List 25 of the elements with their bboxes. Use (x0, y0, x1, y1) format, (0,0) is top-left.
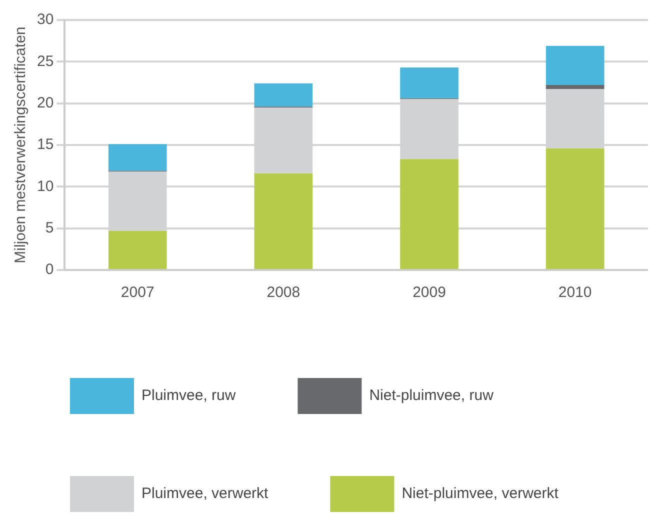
bar (400, 159, 458, 269)
legend-label: Niet-pluimvee, ruw (369, 387, 494, 404)
bar (546, 85, 604, 90)
bar (108, 230, 167, 269)
bar (400, 68, 458, 98)
y-tick-label: 30 (36, 11, 54, 28)
x-tick-label: 2007 (120, 284, 154, 302)
bar (546, 46, 604, 85)
y-tick-label: 0 (45, 261, 54, 278)
legend-label: Pluimvee, ruw (142, 387, 236, 404)
y-tick-label: 10 (36, 178, 54, 195)
x-tick-label: 2009 (412, 284, 446, 302)
bar (254, 83, 313, 107)
y-tick-label: 20 (36, 94, 54, 112)
bar (108, 144, 167, 171)
bar (546, 148, 604, 269)
y-tick-label: 25 (36, 52, 54, 70)
legend-label: Pluimvee, verwerkt (142, 485, 270, 502)
y-tick-label: 15 (36, 136, 54, 154)
bar (254, 173, 313, 269)
legend-label: Niet-pluimvee, verwerkt (402, 485, 560, 502)
y-axis-title: Miljoen mestverwerkingscertificaten (12, 26, 30, 264)
x-tick-label: 2010 (558, 284, 592, 302)
y-tick-label: 5 (45, 219, 54, 236)
x-tick-label: 2008 (266, 284, 300, 302)
